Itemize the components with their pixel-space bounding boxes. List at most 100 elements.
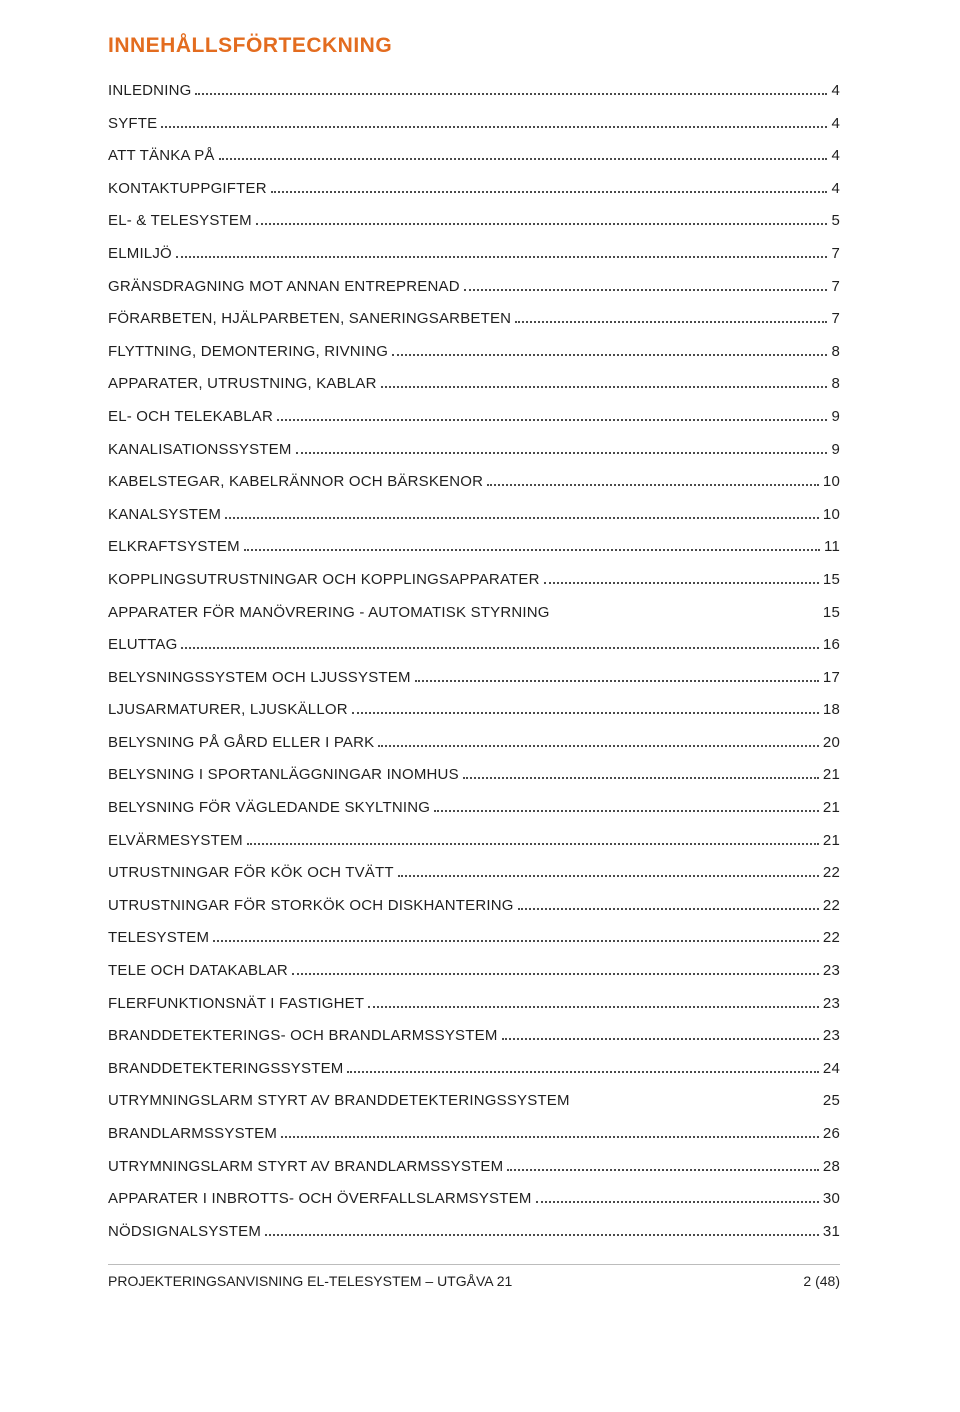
toc-label: TELESYSTEM <box>108 929 209 946</box>
toc-leader-dots <box>176 250 828 258</box>
toc-leader-dots <box>368 1000 819 1008</box>
toc-label: GRÄNSDRAGNING MOT ANNAN ENTREPRENAD <box>108 278 460 295</box>
toc-leader-dots <box>434 805 819 813</box>
toc-page-number: 22 <box>823 897 840 914</box>
toc-row: ATT TÄNKA PÅ4 <box>108 147 840 164</box>
toc-label: TELE OCH DATAKABLAR <box>108 962 288 979</box>
toc-row: UTRYMNINGSLARM STYRT AV BRANDDETEKTERING… <box>108 1092 840 1109</box>
toc-row: ELUTTAG 16 <box>108 636 840 653</box>
toc-label: ELMILJÖ <box>108 245 172 262</box>
toc-page-number: 30 <box>823 1190 840 1207</box>
toc-row: BELYSNINGSSYSTEM OCH LJUSSYSTEM17 <box>108 669 840 686</box>
toc-label: APPARATER FÖR MANÖVRERING - AUTOMATISK S… <box>108 604 821 621</box>
toc-row: BRANDDETEKTERINGSSYSTEM 24 <box>108 1060 840 1077</box>
toc-label: NÖDSIGNALSYSTEM <box>108 1223 261 1240</box>
toc-leader-dots <box>392 348 827 356</box>
toc-row: UTRUSTNINGAR FÖR KÖK OCH TVÄTT 22 <box>108 864 840 881</box>
toc-page-number: 10 <box>823 506 840 523</box>
toc-label: BELYSNING PÅ GÅRD ELLER I PARK <box>108 734 374 751</box>
toc-page-number: 4 <box>831 180 840 197</box>
toc-page-number: 9 <box>831 408 840 425</box>
toc-leader-dots <box>381 381 828 389</box>
toc-label: ELKRAFTSYSTEM <box>108 538 240 555</box>
toc-page-number: 21 <box>823 832 840 849</box>
toc-label: LJUSARMATURER, LJUSKÄLLOR <box>108 701 348 718</box>
toc-row: KONTAKTUPPGIFTER4 <box>108 180 840 197</box>
toc-page-number: 21 <box>823 766 840 783</box>
toc-page-number: 17 <box>823 669 840 686</box>
toc-page-number: 23 <box>823 1027 840 1044</box>
toc-page-number: 4 <box>831 115 840 132</box>
toc-label: APPARATER I INBROTTS- OCH ÖVERFALLSLARMS… <box>108 1190 532 1207</box>
toc-label: FÖRARBETEN, HJÄLPARBETEN, SANERINGSARBET… <box>108 310 511 327</box>
toc-page-number: 24 <box>823 1060 840 1077</box>
toc-label: BRANDLARMSSYSTEM <box>108 1125 277 1142</box>
toc-label: KANALSYSTEM <box>108 506 221 523</box>
toc-row: BRANDDETEKTERINGS- OCH BRANDLARMSSYSTEM 2… <box>108 1027 840 1044</box>
toc-row: FÖRARBETEN, HJÄLPARBETEN, SANERINGSARBET… <box>108 310 840 327</box>
toc-row: BELYSNING PÅ GÅRD ELLER I PARK20 <box>108 734 840 751</box>
toc-row: APPARATER I INBROTTS- OCH ÖVERFALLSLARMS… <box>108 1190 840 1207</box>
toc-label: UTRYMNINGSLARM STYRT AV BRANDDETEKTERING… <box>108 1092 821 1109</box>
toc-leader-dots <box>378 739 819 747</box>
toc-row: NÖDSIGNALSYSTEM 31 <box>108 1223 840 1240</box>
toc-heading: INNEHÅLLSFÖRTECKNING <box>108 34 840 58</box>
toc-row: ELVÄRMESYSTEM21 <box>108 832 840 849</box>
toc-page-number: 9 <box>831 441 840 458</box>
toc-leader-dots <box>161 120 827 128</box>
toc-leader-dots <box>398 870 819 878</box>
toc-leader-dots <box>464 283 828 291</box>
toc-leader-dots <box>502 1033 819 1041</box>
toc-row: BELYSNING FÖR VÄGLEDANDE SKYLTNING 21 <box>108 799 840 816</box>
toc-page-number: 22 <box>823 929 840 946</box>
toc-page-number: 21 <box>823 799 840 816</box>
toc-row: APPARATER FÖR MANÖVRERING - AUTOMATISK S… <box>108 604 840 621</box>
toc-leader-dots <box>347 1065 818 1073</box>
toc-page-number: 7 <box>831 310 840 327</box>
toc-leader-dots <box>292 968 819 976</box>
toc-label: INLEDNING <box>108 82 191 99</box>
toc-row: KANALISATIONSSYSTEM9 <box>108 441 840 458</box>
toc-label: BELYSNING FÖR VÄGLEDANDE SKYLTNING <box>108 799 430 816</box>
toc-leader-dots <box>536 1196 819 1204</box>
toc-leader-dots <box>518 902 819 910</box>
toc-page-number: 11 <box>824 538 840 555</box>
toc-row: EL- OCH TELEKABLAR 9 <box>108 408 840 425</box>
toc-page-number: 8 <box>831 343 840 360</box>
toc-row: BRANDLARMSSYSTEM26 <box>108 1125 840 1142</box>
toc-leader-dots <box>225 511 819 519</box>
toc-row: FLYTTNING, DEMONTERING, RIVNING 8 <box>108 343 840 360</box>
toc-label: EL- OCH TELEKABLAR <box>108 408 273 425</box>
toc-page-number: 16 <box>823 636 840 653</box>
toc-row: ELMILJÖ7 <box>108 245 840 262</box>
toc-leader-dots <box>256 218 828 226</box>
toc-leader-dots <box>352 707 819 715</box>
toc-row: GRÄNSDRAGNING MOT ANNAN ENTREPRENAD7 <box>108 278 840 295</box>
toc-page-number: 15 <box>823 604 840 621</box>
toc-label: BRANDDETEKTERINGSSYSTEM <box>108 1060 343 1077</box>
toc-label: UTRUSTNINGAR FÖR KÖK OCH TVÄTT <box>108 864 394 881</box>
toc-label: KABELSTEGAR, KABELRÄNNOR OCH BÄRSKENOR <box>108 473 483 490</box>
toc-page-number: 23 <box>823 962 840 979</box>
toc-label: FLYTTNING, DEMONTERING, RIVNING <box>108 343 388 360</box>
toc-row: LJUSARMATURER, LJUSKÄLLOR 18 <box>108 701 840 718</box>
toc-page-number: 31 <box>823 1223 840 1240</box>
toc-leader-dots <box>463 772 819 780</box>
toc-row: ELKRAFTSYSTEM 11 <box>108 538 840 555</box>
toc-leader-dots <box>213 935 819 943</box>
toc-leader-dots <box>265 1228 819 1236</box>
toc-leader-dots <box>296 446 828 454</box>
toc-leader-dots <box>487 479 819 487</box>
toc-leader-dots <box>195 88 827 96</box>
page-footer: PROJEKTERINGSANVISNING EL-TELESYSTEM – U… <box>108 1264 840 1289</box>
toc-leader-dots <box>244 544 820 552</box>
toc-page-number: 23 <box>823 995 840 1012</box>
toc-page-number: 22 <box>823 864 840 881</box>
toc-label: ELUTTAG <box>108 636 177 653</box>
toc-page-number: 18 <box>823 701 840 718</box>
toc-row: KABELSTEGAR, KABELRÄNNOR OCH BÄRSKENOR10 <box>108 473 840 490</box>
toc-leader-dots <box>247 837 819 845</box>
toc-label: BRANDDETEKTERINGS- OCH BRANDLARMSSYSTEM <box>108 1027 498 1044</box>
toc-row: UTRYMNINGSLARM STYRT AV BRANDLARMSSYSTEM… <box>108 1158 840 1175</box>
toc-label: KOPPLINGSUTRUSTNINGAR OCH KOPPLINGSAPPAR… <box>108 571 540 588</box>
